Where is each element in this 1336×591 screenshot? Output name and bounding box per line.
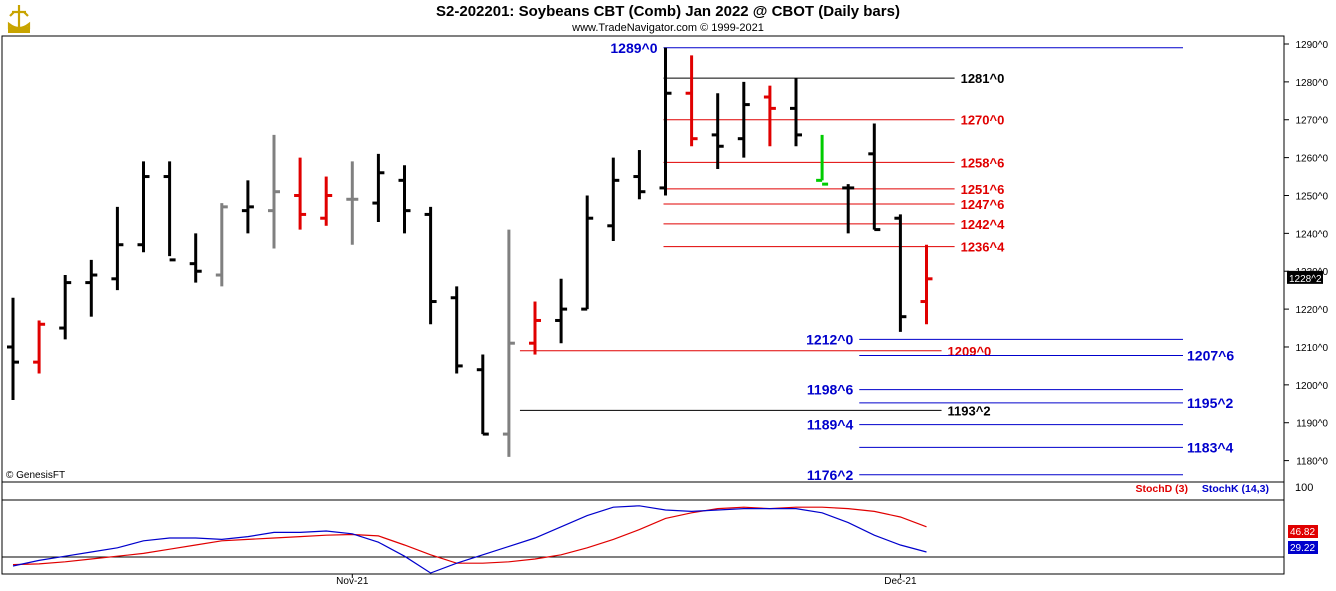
price-tick-label: 1270^0 [1296, 116, 1329, 127]
stochd-last-value: 46.82 [1290, 527, 1315, 538]
price-bars [7, 47, 933, 457]
price-axis: 1290^01280^01270^01260^01250^01240^01230… [1284, 40, 1328, 468]
chart-subtitle: www.TradeNavigator.com © 1999-2021 [572, 22, 764, 34]
price-tick-label: 1290^0 [1296, 40, 1329, 51]
level-label: 1242^4 [961, 217, 1006, 232]
last-price-label: 1228^2 [1289, 274, 1322, 285]
price-tick-label: 1240^0 [1296, 229, 1329, 240]
price-tick-label: 1250^0 [1296, 191, 1329, 202]
price-tick-label: 1280^0 [1296, 78, 1329, 89]
level-label: 1207^6 [1187, 348, 1234, 364]
level-label: 1209^0 [948, 344, 992, 359]
stochd-last-box [1288, 525, 1318, 538]
level-label: 1258^6 [961, 155, 1005, 170]
time-tick-label: Nov-21 [336, 576, 369, 587]
level-label: 1195^2 [1187, 395, 1234, 411]
price-tick-label: 1180^0 [1296, 457, 1328, 468]
price-tick-label: 1260^0 [1296, 154, 1329, 165]
level-label: 1289^0 [610, 40, 657, 56]
price-tick-label: 1220^0 [1296, 305, 1329, 316]
legend-stochk: StochK (14,3) [1202, 483, 1269, 495]
level-label: 1270^0 [961, 113, 1005, 128]
level-label: 1198^6 [807, 382, 854, 398]
legend-stochd: StochD (3) [1136, 483, 1189, 495]
time-tick-label: Dec-21 [884, 576, 917, 587]
level-label: 1281^0 [961, 71, 1005, 86]
stochk-last-value: 29.22 [1290, 543, 1315, 554]
stochastic-lines [12, 505, 927, 574]
level-label: 1236^4 [961, 240, 1006, 255]
level-label: 1183^4 [1187, 439, 1234, 455]
level-label: 1251^6 [961, 182, 1005, 197]
price-tick-label: 1190^0 [1296, 419, 1328, 430]
level-label: 1189^4 [807, 417, 854, 433]
level-label: 1212^0 [806, 331, 853, 347]
stochk-last-box [1288, 541, 1318, 554]
stochd-line [12, 506, 927, 566]
last-price-marker: 1228^2 [1287, 270, 1323, 285]
stoch-axis-label-100: 100 [1295, 482, 1313, 494]
level-label: 1176^2 [807, 467, 854, 483]
level-label: 1193^2 [948, 403, 991, 418]
genesis-watermark: © GenesisFT [6, 470, 65, 481]
time-axis: Nov-21 Dec-21 [336, 574, 917, 587]
stochk-line [12, 505, 927, 574]
price-tick-label: 1200^0 [1296, 381, 1329, 392]
trade-navigator-logo-icon [4, 2, 34, 36]
chart-title: S2-202201: Soybeans CBT (Comb) Jan 2022 … [436, 3, 900, 20]
level-label: 1247^6 [961, 197, 1005, 212]
price-tick-label: 1210^0 [1296, 343, 1329, 354]
